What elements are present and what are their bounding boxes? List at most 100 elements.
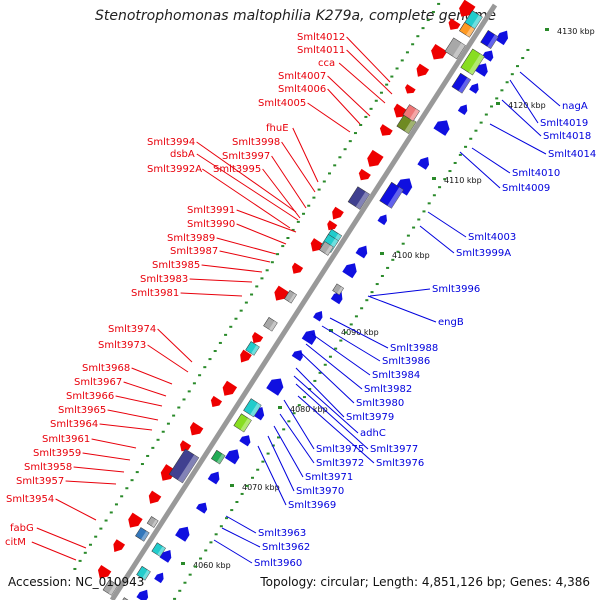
gene-label-minus[interactable]: Smlt3974 <box>108 324 156 335</box>
gene-label-plus[interactable]: Smlt4014 <box>548 149 596 160</box>
gene-label-plus[interactable]: Smlt3971 <box>305 472 353 483</box>
minor-tick <box>437 2 441 5</box>
minor-tick <box>421 27 425 30</box>
minor-tick <box>353 132 357 135</box>
gene-label-plus[interactable]: Smlt3963 <box>258 528 306 539</box>
leader-line <box>115 395 163 407</box>
gene-label-minus[interactable]: Smlt3959 <box>33 448 81 459</box>
major-tick <box>545 28 549 31</box>
gene-label-minus[interactable]: Smlt3983 <box>140 274 188 285</box>
minor-tick <box>88 543 92 546</box>
gene-label-minus[interactable]: Smlt3992A <box>147 164 202 175</box>
leader-line <box>236 223 287 245</box>
tick-label: 4110 kbp <box>444 176 482 185</box>
minor-tick <box>187 390 191 393</box>
gene-arrow <box>196 502 208 514</box>
gene-label-minus[interactable]: Smlt3997 <box>222 151 270 162</box>
gene-label-minus[interactable]: Smlt3954 <box>6 494 54 505</box>
minor-tick <box>83 551 87 554</box>
minor-tick <box>256 468 260 471</box>
gene-label-minus[interactable]: Smlt4012 <box>297 32 345 43</box>
gene-label-plus[interactable]: Smlt3962 <box>262 542 310 553</box>
minor-tick <box>323 363 327 366</box>
leader-line <box>196 153 299 221</box>
gene-label-minus[interactable]: Smlt3964 <box>50 419 98 430</box>
gene-arrow <box>252 332 264 344</box>
gene-label-minus[interactable]: Smlt3990 <box>187 219 235 230</box>
gene-label-plus[interactable]: Smlt4018 <box>543 131 591 142</box>
gene-label-plus[interactable]: adhC <box>360 428 386 439</box>
leader-line <box>257 445 287 506</box>
gene-label-minus[interactable]: Smlt3957 <box>16 476 64 487</box>
gene-labels[interactable]: Smlt4012 Smlt4011 cca Smlt4007 Smlt4006 Smlt4… <box>5 32 596 569</box>
gene-label-plus[interactable]: Smlt3982 <box>364 384 412 395</box>
gene-label-minus[interactable]: fhuE <box>266 123 289 134</box>
gene-label-minus[interactable]: Smlt3998 <box>232 137 280 148</box>
gene-arrow <box>469 83 479 94</box>
gene-label-minus[interactable]: Smlt3994 <box>147 137 195 148</box>
gene-label-plus[interactable]: Smlt3988 <box>390 343 438 354</box>
gene-label-plus[interactable]: Smlt3984 <box>372 370 420 381</box>
gene-label-minus[interactable]: fabG <box>10 523 34 534</box>
gene-label-minus[interactable]: Smlt3968 <box>82 363 130 374</box>
gene-label-plus[interactable]: Smlt3979 <box>346 412 394 423</box>
gene-label-minus[interactable]: Smlt3985 <box>152 260 200 271</box>
gene-label-plus[interactable]: nagA <box>562 101 588 112</box>
gene-arrow <box>97 564 112 579</box>
gene-label-minus[interactable]: Smlt3995 <box>213 164 261 175</box>
gene-label-plus[interactable]: Smlt3972 <box>316 458 364 469</box>
gene-arrow <box>332 206 344 220</box>
minor-tick <box>318 371 322 374</box>
gene-label-minus[interactable]: Smlt4007 <box>278 71 326 82</box>
gene-label-minus[interactable]: Smlt3981 <box>131 288 179 299</box>
gene-label-plus[interactable]: Smlt3996 <box>432 284 480 295</box>
gene-arrow <box>379 124 393 136</box>
gene-label-minus[interactable]: Smlt3989 <box>167 233 215 244</box>
gene-label-plus[interactable]: Smlt4019 <box>540 118 588 129</box>
minor-tick <box>360 307 364 310</box>
gene-label-minus[interactable]: citM <box>5 537 26 548</box>
minor-tick <box>490 105 494 108</box>
gene-label-plus[interactable]: Smlt3999A <box>456 248 511 259</box>
gene-label-plus[interactable]: Smlt3975 <box>316 444 364 455</box>
gene-label-minus[interactable]: Smlt3965 <box>58 405 106 416</box>
gene-label-plus[interactable]: Smlt4009 <box>502 183 550 194</box>
leader-line <box>501 99 542 137</box>
gene-label-plus[interactable]: Smlt3976 <box>376 458 424 469</box>
minor-tick <box>270 261 274 264</box>
gene-label-minus[interactable]: dsbA <box>170 149 195 160</box>
gene-label-minus[interactable]: Smlt4005 <box>258 98 306 109</box>
gene-label-minus[interactable]: Smlt4011 <box>297 45 345 56</box>
gene-label-minus[interactable]: Smlt4006 <box>278 84 326 95</box>
gene-block <box>332 283 345 296</box>
gene-label-minus[interactable]: Smlt3958 <box>24 462 72 473</box>
minor-tick <box>338 156 342 159</box>
gene-label-plus[interactable]: Smlt3960 <box>254 558 302 569</box>
minor-tick <box>417 218 421 221</box>
gene-label-plus[interactable]: Smlt3986 <box>382 356 430 367</box>
gene-label-minus[interactable]: Smlt3967 <box>74 377 122 388</box>
gene-label-minus[interactable]: cca <box>318 58 335 69</box>
gene-label-minus[interactable]: Smlt3961 <box>42 434 90 445</box>
gene-label-plus[interactable]: Smlt3970 <box>296 486 344 497</box>
leader-line <box>271 155 307 209</box>
tick-label: 4070 kbp <box>242 483 280 492</box>
gene-label-plus[interactable]: Smlt3980 <box>356 398 404 409</box>
gene-arrow <box>431 43 448 60</box>
minor-tick <box>291 228 295 231</box>
gene-arrow <box>367 149 384 167</box>
gene-label-plus[interactable]: Smlt3969 <box>288 500 336 511</box>
gene-label-minus[interactable]: Smlt3991 <box>187 205 235 216</box>
minor-tick <box>308 387 312 390</box>
gene-label-minus[interactable]: Smlt3966 <box>66 391 114 402</box>
gene-label-plus[interactable]: engB <box>438 317 464 328</box>
gene-label-minus[interactable]: Smlt3987 <box>170 246 218 257</box>
gene-label-minus[interactable]: Smlt3973 <box>98 340 146 351</box>
gene-label-plus[interactable]: Smlt4003 <box>468 232 516 243</box>
minor-tick <box>453 161 457 164</box>
gene-label-plus[interactable]: Smlt4010 <box>512 168 560 179</box>
gene-label-plus[interactable]: Smlt3977 <box>370 444 418 455</box>
leader-line <box>489 123 547 155</box>
minor-tick <box>255 285 259 288</box>
gene-block <box>347 186 370 210</box>
